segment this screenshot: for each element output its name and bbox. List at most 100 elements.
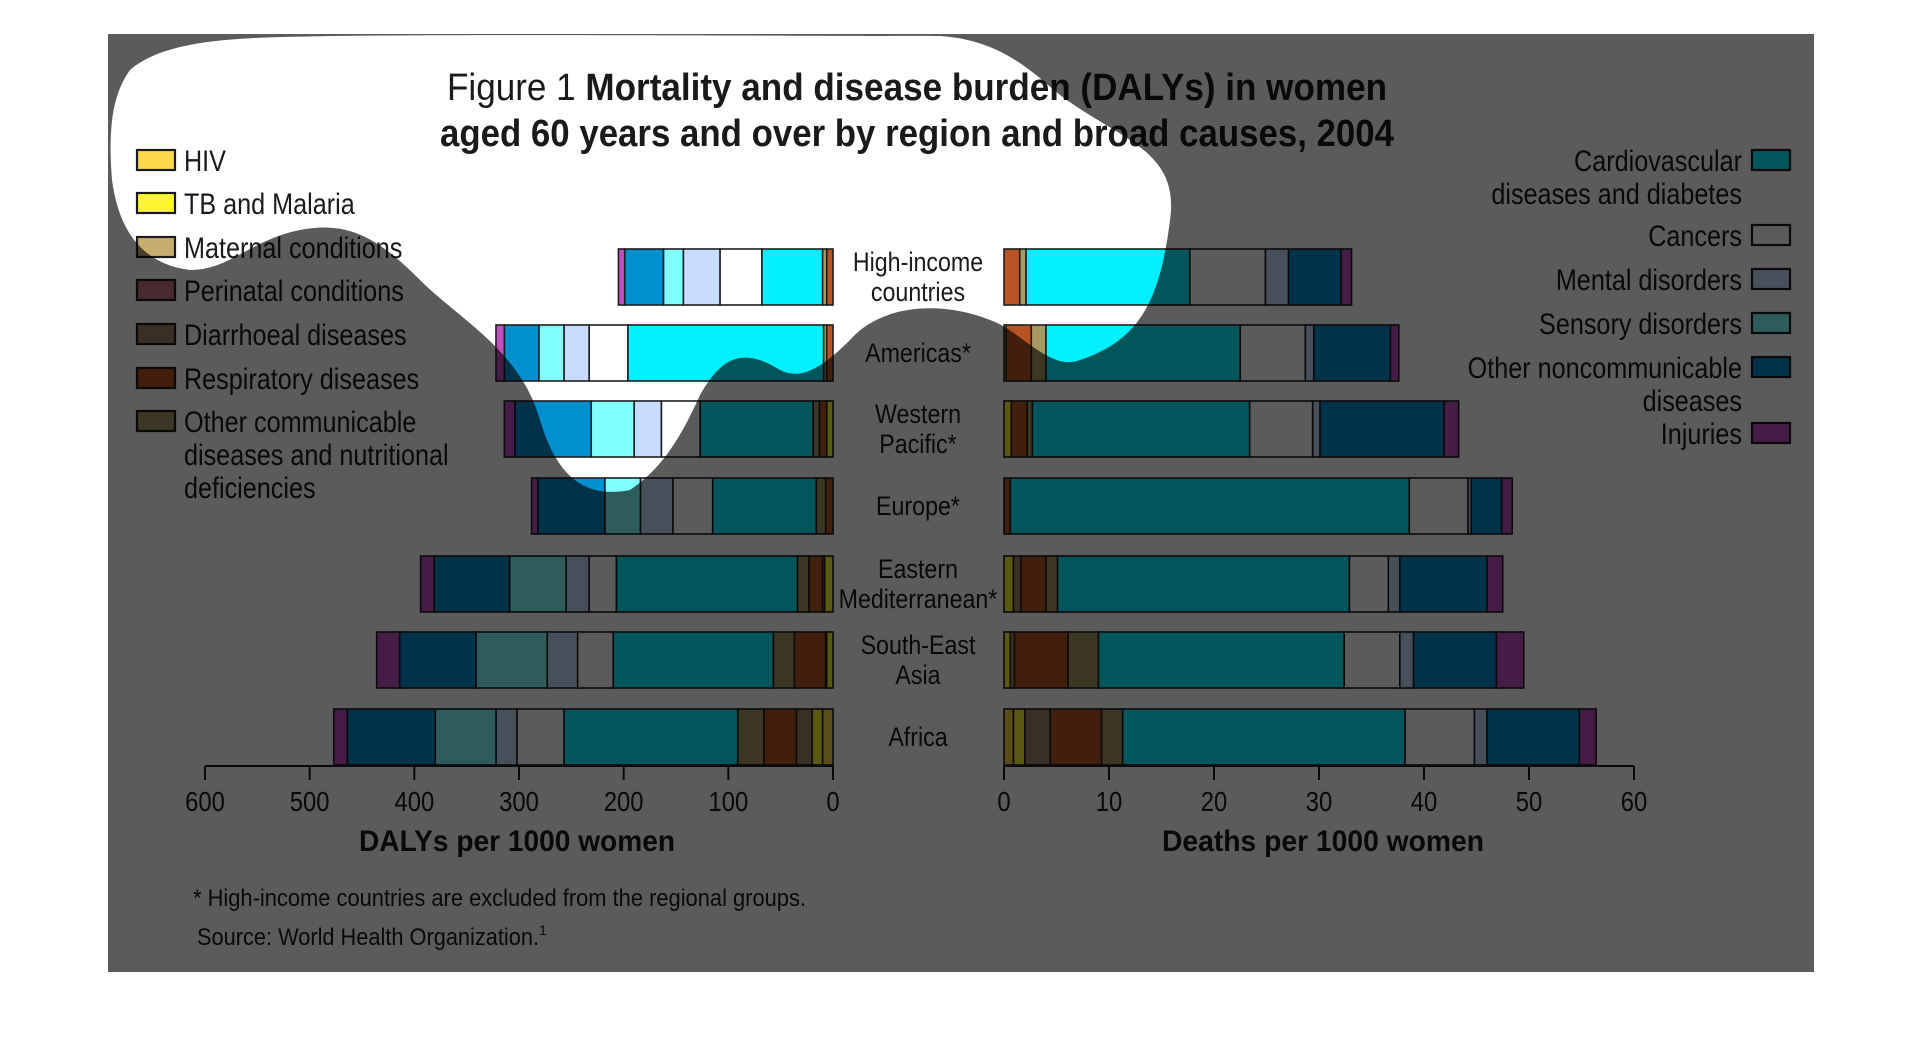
- deaths-bar-segment-injuries: [1486, 555, 1504, 613]
- deaths-bar-segment-mental: [1311, 400, 1321, 458]
- deaths-bar-segment-other-communicable: [1045, 555, 1059, 613]
- deaths-bar-segment-mental: [1387, 555, 1401, 613]
- dalys-bar-segment-cancers: [660, 400, 701, 458]
- dalys-bar-segment-other-communicable: [796, 555, 810, 613]
- legend-item-sensory: Sensory disorders: [1539, 307, 1792, 340]
- dalys-bar-segment-sensory: [590, 400, 635, 458]
- dalys-bar-row: [530, 477, 834, 535]
- legend-label: Mental disorders: [1556, 263, 1742, 297]
- dalys-bar-segment-respiratory: [818, 400, 828, 458]
- dalys-bar-segment-other-ncd: [398, 631, 477, 689]
- source-superscript: 1: [539, 922, 547, 938]
- dalys-bar-row: [332, 708, 834, 766]
- deaths-tick-label: 50: [1516, 785, 1542, 817]
- dalys-bar-segment-hiv: [821, 708, 834, 766]
- deaths-bar-segment-respiratory: [1010, 400, 1028, 458]
- deaths-axis: 0 10 20 30 40 50 60: [997, 765, 1647, 817]
- deaths-bar-segment-hiv: [1003, 708, 1015, 766]
- dalys-bar-segment-other-ncd: [503, 324, 540, 382]
- deaths-bar-segment-cvd: [1121, 708, 1406, 766]
- legend-label-line: Perinatal conditions: [184, 274, 404, 308]
- deaths-bar-segment-other-ncd: [1319, 400, 1445, 458]
- deaths-bar-segment-cvd: [1097, 631, 1345, 689]
- dalys-bar-segment-respiratory: [824, 477, 834, 535]
- legend-label-line: TB and Malaria: [184, 187, 355, 221]
- legend-item-injuries: Injuries: [1661, 417, 1792, 451]
- region-label: Africa: [888, 722, 947, 752]
- dalys-bar-segment-cvd: [711, 477, 818, 535]
- dalys-bar-segment-tb-malaria: [825, 400, 834, 458]
- dalys-tick-label: 400: [394, 785, 434, 817]
- region-label-line: High-income: [853, 247, 983, 277]
- legend-swatch: [135, 148, 177, 172]
- legend-label: Other communicable diseases and nutrition…: [184, 405, 449, 505]
- dalys-bar-segment-cancers: [672, 477, 714, 535]
- deaths-bar-segment-respiratory: [1005, 324, 1033, 382]
- deaths-bar-row: [1003, 248, 1353, 306]
- legend-label-line: diseases and nutritional: [184, 438, 449, 472]
- deaths-tick-label: 0: [997, 785, 1010, 817]
- legend-label-line: HIV: [184, 144, 226, 178]
- deaths-bar-segment-injuries: [1500, 477, 1513, 535]
- deaths-bar-segment-other-ncd: [1486, 708, 1581, 766]
- dalys-bar-segment-other-communicable: [815, 477, 827, 535]
- deaths-tick-label: 10: [1096, 785, 1122, 817]
- deaths-bar-segment-tb-malaria: [1003, 400, 1013, 458]
- deaths-bar-segment-injuries: [1495, 631, 1525, 689]
- deaths-bar-segment-injuries: [1578, 708, 1598, 766]
- deaths-bar-row: [1003, 555, 1504, 613]
- dalys-tick-label: 0: [826, 785, 839, 817]
- legend-label-line: Other noncommunicable: [1468, 351, 1742, 385]
- source-text: Source: World Health Organization.: [197, 924, 539, 951]
- deaths-bar-segment-respiratory: [1003, 248, 1021, 306]
- legend-label: Cardiovascular diseases and diabetes: [1491, 144, 1742, 211]
- legend-label-line: Mental disorders: [1556, 263, 1742, 297]
- deaths-tick-label: 40: [1411, 785, 1437, 817]
- figure-title-line2: aged 60 years and over by region and bro…: [440, 113, 1394, 155]
- region-label: Eastern Mediterranean*: [839, 554, 998, 614]
- legend-label-line: Cardiovascular: [1574, 144, 1742, 178]
- deaths-bar-segment-other-ncd: [1412, 631, 1498, 689]
- deaths-bar-segment-mental: [1264, 248, 1290, 306]
- dalys-bar-segment-injuries: [332, 708, 349, 766]
- footnote-exclusion: * High-income countries are excluded fro…: [193, 885, 806, 912]
- dalys-tick-label: 100: [708, 785, 748, 817]
- dalys-bar-row: [495, 324, 834, 382]
- deaths-bar-segment-mental: [1473, 708, 1488, 766]
- deaths-bar-segment-mental: [1304, 324, 1315, 382]
- dalys-bar-row: [503, 400, 834, 458]
- deaths-bar-row: [1003, 631, 1525, 689]
- legend-swatch: [135, 322, 177, 346]
- region-label: High-income countries: [853, 247, 983, 307]
- legend-label: Injuries: [1661, 417, 1742, 451]
- legend-swatch: [135, 366, 177, 390]
- dalys-bar-segment-respiratory: [808, 555, 824, 613]
- region-label: Americas*: [865, 338, 971, 368]
- legend-label: Cancers: [1648, 219, 1742, 253]
- legend-label: Perinatal conditions: [184, 274, 404, 308]
- region-label-line: Americas*: [865, 338, 971, 368]
- deaths-tick-label: 30: [1306, 785, 1332, 817]
- dalys-axis: 600 500 400 300 200 100 0: [185, 765, 840, 817]
- deaths-tick-label: 20: [1201, 785, 1227, 817]
- dalys-bar-segment-sensory: [508, 555, 567, 613]
- dalys-bar-segment-tb-malaria: [825, 631, 834, 689]
- legend-label: TB and Malaria: [184, 187, 355, 221]
- region-label-line: Pacific*: [879, 429, 957, 459]
- legend-right: Cardiovascular diseases and diabetes Cance…: [1468, 144, 1792, 451]
- region-labels: High-income countries Americas* Western Paci…: [839, 247, 998, 752]
- dalys-bar-segment-cvd: [615, 555, 799, 613]
- deaths-bar-segment-other-ncd: [1399, 555, 1488, 613]
- legend-swatch: [1750, 421, 1792, 445]
- legend-label: Other noncommunicable diseases: [1468, 351, 1742, 418]
- dalys-bar-row: [419, 555, 834, 613]
- deaths-bar-segment-respiratory: [1049, 708, 1103, 766]
- dalys-tick-label: 200: [604, 785, 644, 817]
- legend-swatch: [135, 191, 177, 215]
- deaths-bar-segment-respiratory: [1019, 555, 1047, 613]
- legend-label-line: Other communicable: [184, 405, 416, 439]
- dalys-bar-segment-mental: [495, 708, 518, 766]
- legend-item-cvd: Cardiovascular diseases and diabetes: [1491, 144, 1792, 211]
- deaths-bar-segment-respiratory: [1003, 477, 1012, 535]
- deaths-bar-segment-cvd: [1025, 248, 1191, 306]
